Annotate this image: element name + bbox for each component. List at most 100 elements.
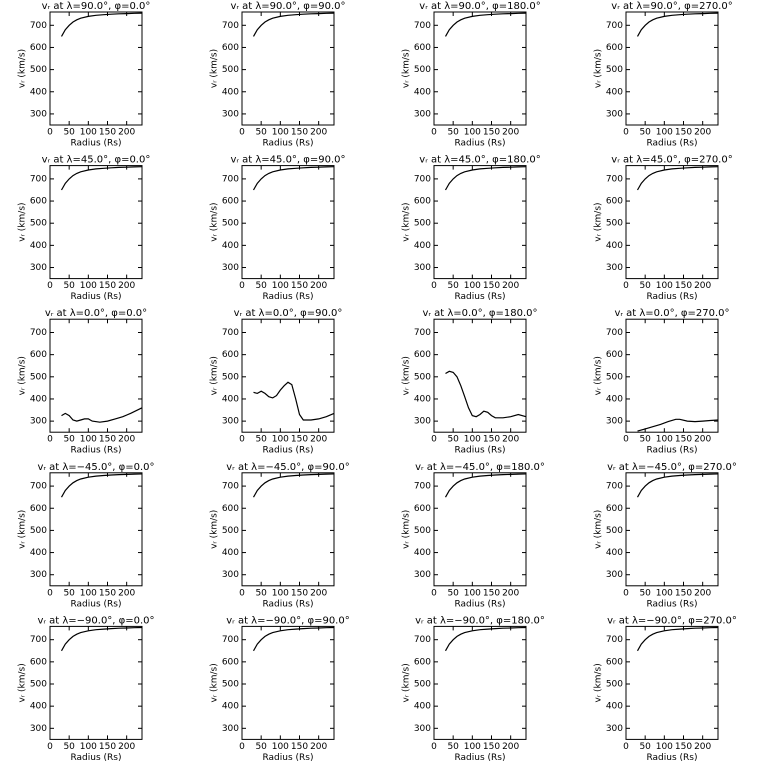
x-tick-label: 150 [291,742,308,752]
x-tick-label: 100 [464,281,481,291]
x-tick-label: 0 [47,742,53,752]
x-tick-label: 200 [502,742,519,752]
y-tick-label: 600 [30,657,47,667]
x-tick-label: 100 [272,588,289,598]
x-axis-label: Radius (Rs) [646,753,697,763]
y-tick-label: 700 [222,328,239,338]
y-tick-label: 600 [222,197,239,207]
y-tick-label: 700 [606,21,623,31]
plot-frame [433,625,527,740]
x-axis-label: Radius (Rs) [646,139,697,149]
plot-frame [433,318,527,433]
panel-title: vᵣ at λ=−45.0°, φ=90.0° [226,462,349,473]
plot-frame [49,318,143,433]
y-tick-label: 500 [606,680,623,690]
x-tick-label: 0 [431,435,437,445]
y-tick-label: 500 [30,65,47,75]
y-axis-label: vᵣ (km/s) [18,356,28,395]
x-tick-label: 100 [656,128,673,138]
x-tick-label: 50 [63,588,75,598]
y-tick-label: 300 [414,724,431,734]
data-line [636,473,719,498]
x-tick-label: 150 [675,435,692,445]
x-axis-label: Radius (Rs) [70,446,121,456]
data-line [637,418,719,432]
y-tick-label: 300 [30,109,47,119]
plot-frame [433,11,527,126]
x-tick-label: 200 [310,281,327,291]
x-axis-label: Radius (Rs) [262,599,313,609]
x-tick-label: 200 [694,435,711,445]
data-line [60,166,143,191]
y-tick-label: 600 [30,350,47,360]
plot-frame [625,165,719,280]
y-tick-label: 300 [222,109,239,119]
y-axis-label: vᵣ (km/s) [18,202,28,241]
panel-title: vᵣ at λ=0.0°, φ=270.0° [614,308,729,319]
panel-title: vᵣ at λ=−90.0°, φ=180.0° [415,615,545,626]
y-tick-label: 300 [222,417,239,427]
y-tick-label: 400 [222,241,239,251]
x-axis-label: Radius (Rs) [646,292,697,302]
y-tick-label: 400 [414,241,431,251]
x-tick-label: 50 [447,588,459,598]
x-tick-label: 50 [639,588,651,598]
y-axis-label: vᵣ (km/s) [402,510,412,549]
x-tick-label: 100 [272,435,289,445]
y-tick-label: 700 [414,635,431,645]
y-tick-label: 600 [30,197,47,207]
y-tick-label: 300 [414,417,431,427]
x-tick-label: 0 [431,588,437,598]
y-tick-label: 600 [222,657,239,667]
y-tick-label: 300 [606,417,623,427]
x-tick-label: 0 [431,281,437,291]
plot-frame [49,472,143,587]
y-tick-label: 300 [30,570,47,580]
panel-title: vᵣ at λ=−45.0°, φ=270.0° [607,462,737,473]
x-tick-label: 100 [80,281,97,291]
data-line [60,473,143,498]
x-tick-label: 0 [239,281,245,291]
x-axis-label: Radius (Rs) [454,292,505,302]
x-tick-label: 0 [431,742,437,752]
x-tick-label: 200 [118,435,135,445]
y-tick-label: 500 [414,65,431,75]
panel-title: vᵣ at λ=90.0°, φ=90.0° [230,1,345,12]
x-axis-label: Radius (Rs) [70,139,121,149]
plot-frame [241,318,335,433]
y-tick-label: 700 [222,174,239,184]
y-tick-label: 600 [606,350,623,360]
x-tick-label: 50 [447,281,459,291]
x-axis-label: Radius (Rs) [646,599,697,609]
y-tick-label: 400 [30,87,47,97]
y-tick-label: 700 [414,482,431,492]
x-tick-label: 0 [239,435,245,445]
y-tick-label: 400 [222,87,239,97]
x-tick-label: 100 [464,128,481,138]
x-axis-label: Radius (Rs) [70,599,121,609]
y-tick-label: 500 [30,219,47,229]
y-axis-label: vᵣ (km/s) [594,202,604,241]
x-tick-label: 200 [118,588,135,598]
y-tick-label: 600 [222,504,239,514]
y-tick-label: 300 [606,109,623,119]
data-line [636,12,719,37]
panel-title: vᵣ at λ=45.0°, φ=0.0° [42,155,151,166]
y-tick-label: 700 [414,21,431,31]
x-tick-label: 150 [99,435,116,445]
x-tick-label: 0 [623,742,629,752]
plot-frame [241,625,335,740]
y-axis-label: vᵣ (km/s) [594,663,604,702]
y-tick-label: 500 [222,65,239,75]
y-tick-label: 400 [414,394,431,404]
y-tick-label: 300 [222,570,239,580]
x-tick-label: 150 [99,742,116,752]
y-tick-label: 700 [222,482,239,492]
x-tick-label: 200 [310,588,327,598]
y-tick-label: 500 [222,680,239,690]
x-tick-label: 50 [255,128,267,138]
y-tick-label: 600 [222,43,239,53]
data-line [636,166,719,191]
data-line [444,166,527,191]
y-tick-label: 300 [30,417,47,427]
